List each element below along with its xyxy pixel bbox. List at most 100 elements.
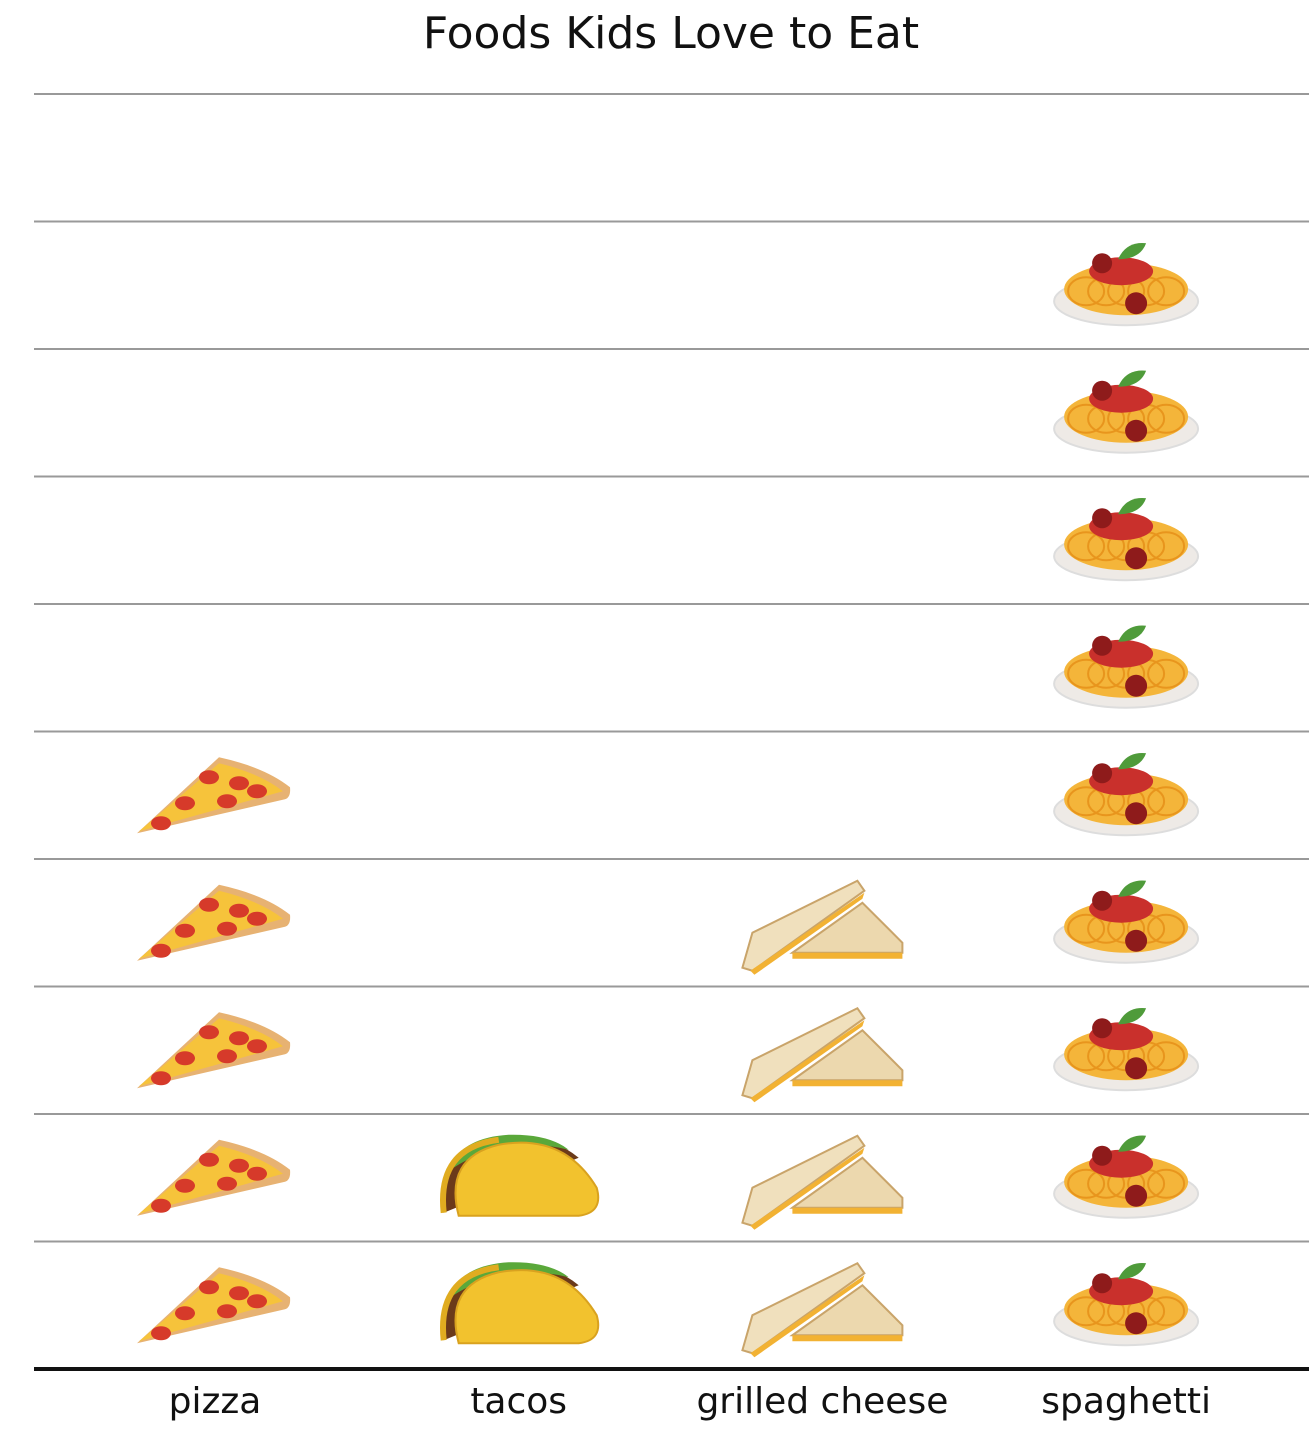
x-tick-label: pizza <box>169 1381 262 1422</box>
shell <box>454 1141 600 1217</box>
pepperoni <box>151 816 171 831</box>
noodle <box>1147 1041 1186 1072</box>
meatball <box>1092 253 1113 274</box>
meatball <box>1125 292 1148 315</box>
icon <box>741 1134 904 1230</box>
noodle <box>1067 1041 1106 1072</box>
icon <box>137 1139 291 1216</box>
noodle <box>1067 403 1106 434</box>
noodle <box>1147 913 1186 944</box>
meatball <box>1092 1273 1113 1294</box>
shell-edge <box>440 1136 500 1214</box>
icon <box>741 879 904 975</box>
icon <box>137 1012 291 1089</box>
meatball <box>1125 929 1148 952</box>
meatball <box>1125 1184 1148 1207</box>
cheese-front <box>750 1275 865 1358</box>
pepperoni <box>229 1031 249 1046</box>
pepperoni <box>229 1286 249 1301</box>
pepperoni <box>247 784 267 799</box>
leaf <box>1118 625 1147 642</box>
sandwich-front <box>741 1134 866 1227</box>
pepperoni <box>229 903 249 918</box>
icon <box>1053 625 1200 709</box>
x-tick-label: spaghetti <box>1041 1381 1211 1422</box>
icon-column <box>440 1134 600 1345</box>
x-tick-label: grilled cheese <box>696 1381 948 1422</box>
leaf <box>1118 1263 1147 1280</box>
icon-column <box>741 879 904 1358</box>
icon <box>1053 1135 1200 1219</box>
pepperoni <box>151 943 171 958</box>
noodle <box>1147 1296 1186 1327</box>
pepperoni <box>217 921 237 936</box>
pepperoni <box>229 1158 249 1173</box>
chart-title: Foods Kids Love to Eat <box>423 8 919 59</box>
sandwich-front <box>741 1006 866 1100</box>
meatball <box>1092 635 1113 656</box>
leaf <box>1118 880 1147 897</box>
shell-edge <box>440 1264 500 1341</box>
icon <box>137 884 291 961</box>
meatball <box>1092 1018 1113 1039</box>
noodle <box>1147 531 1186 562</box>
x-tick-label: tacos <box>470 1381 567 1422</box>
icon <box>1053 1008 1200 1092</box>
cheese-front <box>750 892 865 975</box>
meatball <box>1125 674 1148 697</box>
icon <box>1053 880 1200 964</box>
meatball <box>1125 802 1148 825</box>
pepperoni <box>217 1304 237 1319</box>
icon <box>1053 753 1200 837</box>
noodle <box>1147 658 1186 689</box>
pepperoni <box>199 897 219 912</box>
icon <box>1053 370 1200 454</box>
pepperoni <box>217 794 237 809</box>
icon <box>1053 243 1200 327</box>
meatball <box>1125 419 1148 442</box>
meatball <box>1092 763 1113 784</box>
pepperoni <box>199 1152 219 1167</box>
leaf <box>1118 243 1147 260</box>
leaf <box>1118 1135 1147 1152</box>
meatball <box>1125 547 1148 570</box>
noodle <box>1067 913 1106 944</box>
noodle <box>1067 1168 1106 1199</box>
noodle <box>1067 531 1106 562</box>
noodle <box>1147 1168 1186 1199</box>
icon <box>440 1134 600 1217</box>
icon <box>137 757 291 834</box>
leaf <box>1118 498 1147 515</box>
shell <box>454 1269 600 1345</box>
noodle <box>1067 658 1106 689</box>
meatball <box>1092 508 1113 529</box>
pepperoni <box>217 1176 237 1191</box>
pepperoni <box>199 1025 219 1040</box>
icon-column <box>137 757 291 1344</box>
icon <box>440 1262 600 1345</box>
noodle <box>1147 786 1186 817</box>
pepperoni <box>247 911 267 926</box>
pepperoni <box>151 1198 171 1213</box>
meatball <box>1092 380 1113 401</box>
pepperoni <box>175 1306 195 1321</box>
noodle <box>1147 276 1186 307</box>
leaf <box>1118 753 1147 770</box>
pepperoni <box>175 1051 195 1066</box>
icon-column <box>1053 243 1200 1347</box>
cheese <box>792 952 903 959</box>
pepperoni <box>199 770 219 785</box>
pepperoni <box>199 1280 219 1295</box>
meatball <box>1125 1057 1148 1080</box>
pepperoni <box>217 1049 237 1064</box>
leaf <box>1118 1008 1147 1025</box>
pepperoni <box>175 796 195 811</box>
noodle <box>1067 786 1106 817</box>
cheese <box>792 1335 903 1342</box>
pepperoni <box>247 1166 267 1181</box>
pepperoni <box>175 1178 195 1193</box>
pepperoni <box>247 1039 267 1054</box>
icon <box>137 1267 291 1344</box>
cheese-front <box>750 1147 865 1230</box>
